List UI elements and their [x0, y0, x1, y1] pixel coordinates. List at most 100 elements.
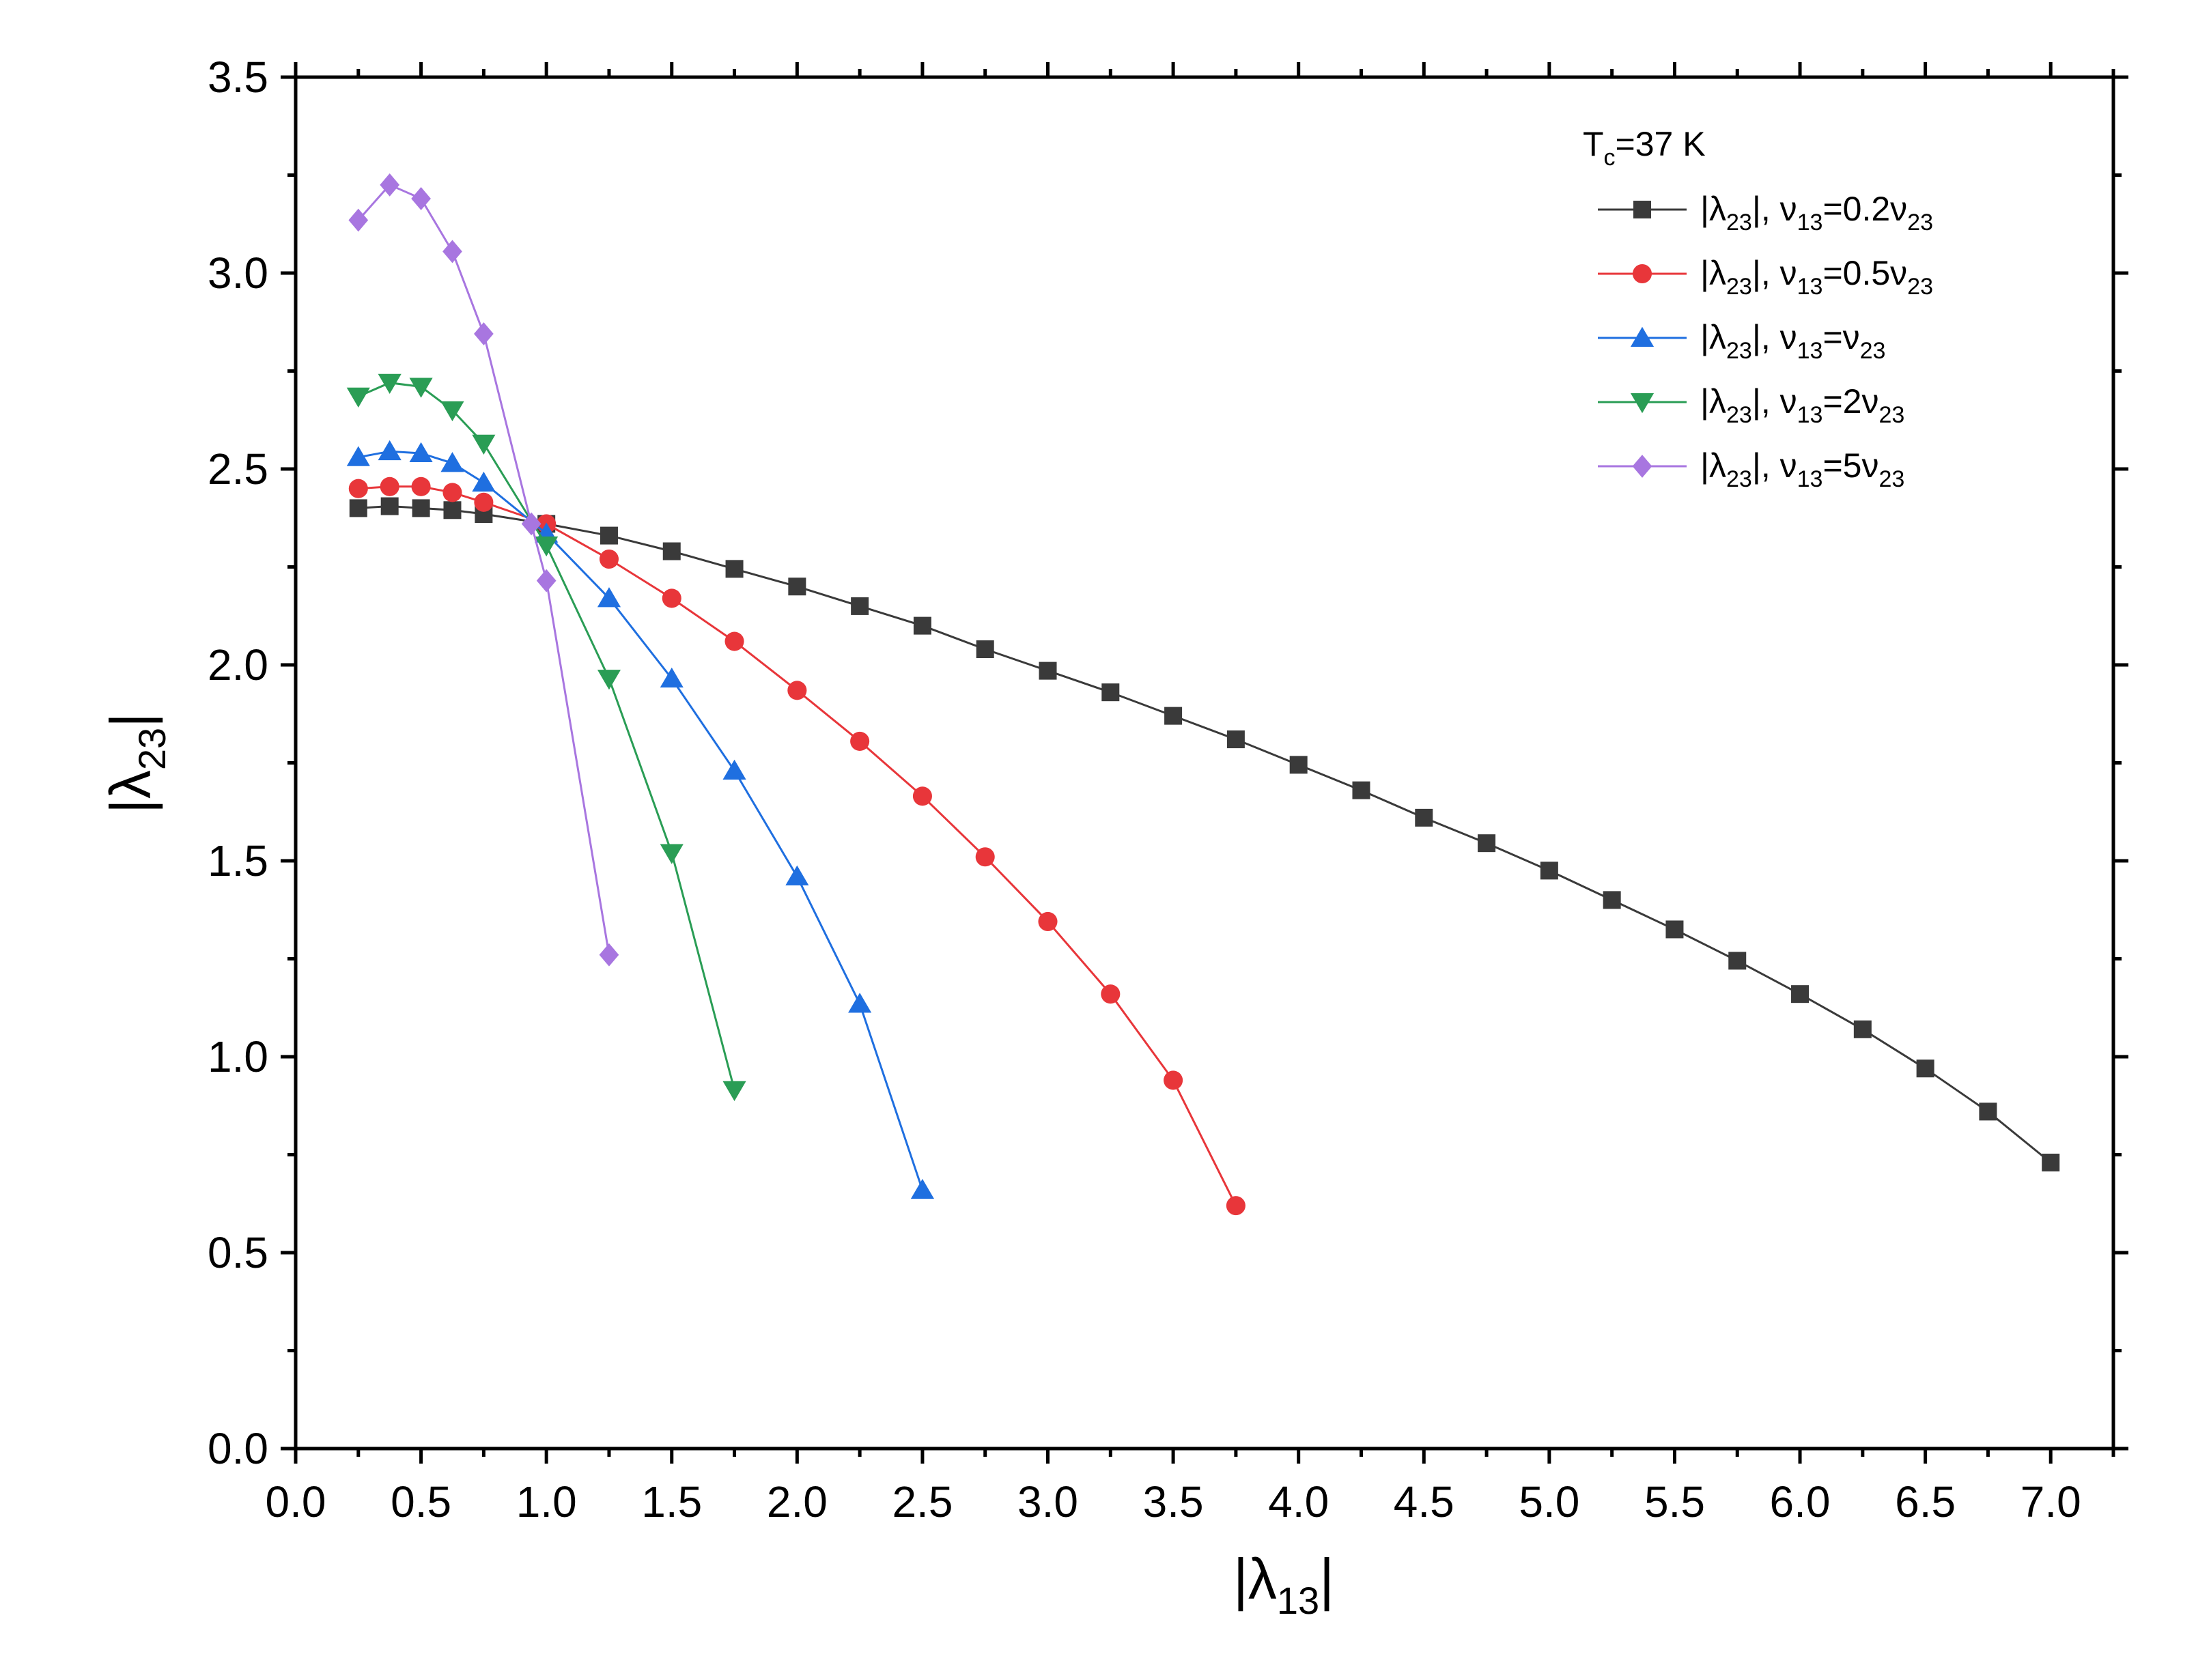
y-tick-label: 0.5: [208, 1228, 268, 1277]
x-tick-label: 5.5: [1644, 1477, 1705, 1526]
data-point: [599, 549, 619, 569]
data-point: [600, 526, 618, 545]
data-point: [348, 479, 368, 498]
data-point: [722, 759, 746, 780]
data-point: [409, 442, 433, 463]
legend-entry: |λ23|, ν13=0.2ν23: [1598, 190, 1933, 236]
data-point: [472, 471, 496, 492]
data-point: [380, 476, 399, 496]
y-tick-label: 2.0: [208, 640, 268, 689]
data-point: [442, 483, 462, 502]
series-2: [348, 476, 1245, 1216]
data-point: [1226, 730, 1245, 749]
data-point: [913, 616, 931, 635]
data-point: [1038, 911, 1058, 932]
data-point: [474, 492, 494, 512]
plot-frame: [294, 75, 2115, 1451]
data-point: [1853, 1020, 1872, 1038]
data-point: [851, 597, 869, 615]
legend-marker: [1632, 455, 1652, 478]
data-point: [1791, 985, 1810, 1003]
data-point: [1478, 834, 1496, 853]
x-tick-label: 1.0: [516, 1477, 577, 1526]
data-point: [348, 208, 369, 232]
data-point: [724, 631, 744, 651]
data-point: [910, 1178, 934, 1199]
legend-marker: [1630, 393, 1655, 414]
data-point: [1665, 920, 1684, 939]
legend-marker: [1632, 264, 1652, 284]
data-point: [349, 499, 367, 517]
data-point: [660, 667, 684, 688]
data-point: [597, 670, 621, 690]
legend-entry: |λ23|, ν13=0.5ν23: [1598, 254, 1933, 300]
y-tick-label: 1.0: [208, 1032, 268, 1081]
data-point: [1101, 683, 1120, 702]
data-point: [346, 446, 370, 466]
data-point: [1039, 661, 1057, 680]
legend: Tc=37 K |λ23|, ν13=0.2ν23 |λ23|, ν13=0.5ν…: [1583, 125, 1933, 492]
data-point: [378, 373, 402, 394]
data-point: [1164, 1070, 1183, 1090]
axis-ticks: [281, 62, 2128, 1464]
data-point: [442, 240, 462, 264]
legend-label: |λ23|, ν13=0.2ν23: [1700, 190, 1933, 236]
data-point: [1415, 808, 1433, 827]
data-point: [1979, 1102, 1997, 1121]
data-point: [411, 476, 431, 496]
legend-label: |λ23|, ν13=ν23: [1700, 318, 1885, 364]
x-tick-label: 4.0: [1268, 1477, 1329, 1526]
series-1: [349, 497, 2060, 1171]
data-point: [599, 943, 619, 967]
data-point: [346, 387, 370, 408]
data-point: [1289, 756, 1308, 774]
y-tick-label: 3.0: [208, 248, 268, 298]
data-point: [1226, 1196, 1245, 1216]
data-point: [912, 786, 932, 806]
data-point: [1728, 952, 1747, 970]
data-point: [725, 560, 744, 578]
legend-label: |λ23|, ν13=5ν23: [1700, 446, 1904, 492]
data-point: [380, 497, 399, 515]
x-tick-label: 3.0: [1017, 1477, 1078, 1526]
data-point: [975, 847, 995, 867]
y-tick-label: 2.5: [208, 444, 268, 494]
data-point: [1916, 1059, 1934, 1078]
series-4: [346, 373, 746, 1102]
x-tick-label: 0.5: [391, 1477, 451, 1526]
x-tick-label: 3.5: [1143, 1477, 1204, 1526]
series-group: [346, 173, 2060, 1216]
data-point: [411, 187, 431, 210]
x-tick-label: 0.0: [266, 1477, 326, 1526]
data-point: [848, 993, 872, 1013]
data-point: [440, 452, 464, 472]
data-point: [1164, 707, 1183, 725]
data-point: [976, 640, 994, 659]
y-tick-label: 0.0: [208, 1424, 268, 1473]
legend-entry: |λ23|, ν13=5ν23: [1598, 446, 1904, 492]
data-point: [440, 401, 464, 422]
y-tick-label: 1.5: [208, 836, 268, 885]
legend-title: Tc=37 K: [1583, 125, 1706, 171]
legend-entry: |λ23|, ν13=2ν23: [1598, 382, 1904, 428]
data-point: [1603, 891, 1621, 909]
data-point: [443, 501, 462, 519]
data-point: [1352, 781, 1370, 799]
series-5: [348, 173, 619, 967]
legend-marker: [1630, 326, 1655, 347]
x-tick-label: 5.0: [1519, 1477, 1579, 1526]
x-tick-label: 6.5: [1895, 1477, 1956, 1526]
data-point: [472, 434, 496, 455]
data-point: [521, 512, 541, 536]
y-tick-label: 3.5: [208, 53, 268, 102]
data-point: [536, 569, 557, 593]
y-tick-labels: 0.0 0.5 1.0 1.5 2.0 2.5 3.0 3.5: [208, 53, 268, 1473]
data-point: [1540, 862, 1558, 880]
data-point: [474, 322, 494, 345]
x-tick-label: 1.5: [641, 1477, 702, 1526]
x-tick-label: 2.0: [767, 1477, 828, 1526]
data-point: [380, 173, 400, 197]
x-tick-label: 6.0: [1770, 1477, 1831, 1526]
